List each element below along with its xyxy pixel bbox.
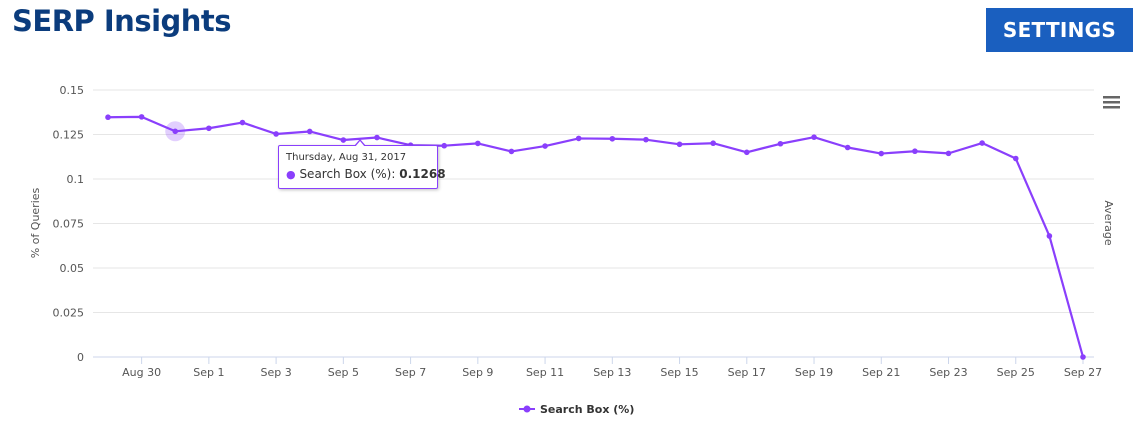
data-point[interactable] [979, 140, 985, 146]
data-point[interactable] [138, 114, 145, 120]
data-point[interactable] [172, 128, 179, 135]
data-point[interactable] [441, 142, 448, 149]
data-point[interactable] [743, 149, 750, 156]
data-point[interactable] [508, 148, 515, 155]
y-tick-label: 0.125 [53, 129, 85, 142]
tooltip-date: Thursday, Aug 31, 2017 [286, 152, 407, 163]
tooltip-value: 0.1268 [399, 167, 446, 181]
data-point[interactable] [340, 137, 347, 143]
data-point[interactable] [239, 119, 246, 126]
x-tick-label: Aug 30 [122, 366, 161, 379]
y-axis-ticks: 0 0.025 0.05 0.075 0.1 0.125 0.15 [53, 84, 85, 364]
x-tick-label: Sep 23 [929, 366, 967, 379]
data-point[interactable] [811, 134, 817, 140]
series-search-box [105, 114, 1086, 360]
x-tick-label: Sep 21 [862, 366, 900, 379]
y-tick-label: 0.15 [60, 84, 85, 97]
settings-button[interactable]: SETTINGS [986, 8, 1133, 52]
data-point[interactable] [643, 136, 649, 143]
data-point[interactable] [1080, 354, 1086, 360]
y-axis-title-right: Average [1102, 200, 1115, 245]
x-tick-label: Sep 25 [997, 366, 1035, 379]
series-line [107, 115, 1085, 358]
x-tick-label: Sep 27 [1064, 366, 1102, 379]
y-axis-title: % of Queries [29, 187, 42, 258]
data-point[interactable] [273, 131, 279, 137]
data-point[interactable] [676, 141, 683, 148]
x-tick-label: Sep 19 [795, 366, 833, 379]
hamburger-menu-icon[interactable] [1103, 96, 1120, 109]
page-title: SERP Insights [12, 4, 232, 38]
tooltip-row: ● Search Box (%): 0.1268 [286, 164, 446, 185]
data-point[interactable] [912, 148, 918, 155]
data-point[interactable] [374, 134, 380, 141]
x-tick-label: Sep 7 [395, 366, 426, 379]
x-tick-label: Sep 5 [328, 366, 359, 379]
data-point[interactable] [105, 114, 111, 121]
x-tick-label: Sep 13 [593, 366, 631, 379]
data-point[interactable] [306, 128, 313, 135]
data-point[interactable] [844, 144, 851, 151]
y-tick-label: 0.1 [67, 173, 85, 186]
legend[interactable]: Search Box (%) [519, 403, 634, 416]
data-point[interactable] [1012, 155, 1019, 162]
data-point[interactable] [710, 140, 716, 147]
grid-lines [93, 89, 1094, 313]
tooltip-series-dot-icon: ● [286, 168, 296, 181]
tooltip-series-name: Search Box (%) [299, 167, 392, 181]
y-tick-label: 0.05 [60, 262, 85, 275]
data-point[interactable] [1046, 233, 1053, 239]
data-point[interactable] [609, 135, 616, 142]
x-tick-label: Sep 11 [526, 366, 564, 379]
tooltip-separator: : [391, 167, 400, 181]
x-tick-label: Sep 9 [462, 366, 493, 379]
tooltip: Thursday, Aug 31, 2017 ● Search Box (%):… [278, 139, 446, 189]
data-point[interactable] [945, 150, 952, 157]
y-tick-label: 0.075 [53, 218, 85, 231]
legend-label: Search Box (%) [540, 403, 634, 416]
x-tick-label: Sep 1 [193, 366, 224, 379]
x-tick-label: Sep 3 [260, 366, 291, 379]
data-point[interactable] [206, 125, 212, 132]
data-point[interactable] [542, 143, 548, 149]
data-point[interactable] [475, 140, 481, 147]
x-tick-label: Sep 15 [660, 366, 698, 379]
x-axis-ticks: Aug 30 Sep 1 Sep 3 Sep 5 Sep 7 Sep 9 Sep 11 Sep… [122, 357, 1102, 379]
y-tick-label: 0.025 [53, 307, 85, 320]
x-tick-label: Sep 17 [728, 366, 766, 379]
y-tick-label: 0 [77, 351, 84, 364]
legend-marker [523, 405, 531, 413]
data-point[interactable] [575, 135, 582, 142]
data-point[interactable] [878, 150, 885, 157]
data-point[interactable] [777, 140, 784, 147]
